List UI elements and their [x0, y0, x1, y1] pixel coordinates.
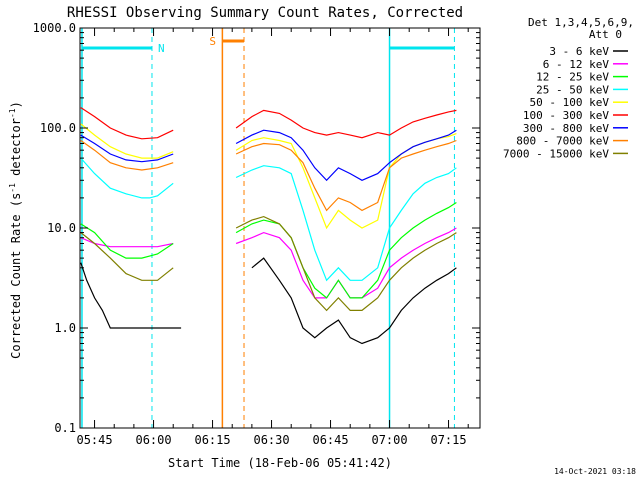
y-axis-label-part: ) [9, 101, 23, 108]
x-tick-label: 07:15 [430, 433, 466, 447]
legend-label-8: 7000 - 15000 keV [503, 147, 609, 160]
series-line-0 [80, 257, 457, 345]
footer-date: 14-Oct-2021 03:18 [554, 467, 636, 476]
chart-title: RHESSI Observing Summary Count Rates, Co… [67, 5, 463, 21]
y-axis-label-part: detector [9, 118, 23, 183]
legend-header-line1: Det 1,3,4,5,6,9, [528, 16, 634, 29]
y-tick-label: 0.1 [54, 421, 76, 435]
y-tick-label: 10.0 [47, 221, 76, 235]
legend-header-line2: Att 0 [589, 28, 622, 41]
legend-label-6: 300 - 800 keV [523, 122, 609, 135]
x-tick-label: 06:30 [253, 433, 289, 447]
legend-label-1: 6 - 12 keV [543, 58, 610, 71]
legend-label-5: 100 - 300 keV [523, 109, 609, 122]
plot-area [80, 28, 480, 428]
y-axis-label-part: Corrected Count Rate (s [9, 193, 23, 359]
saa-label: S [209, 35, 216, 48]
y-tick-label: 100.0 [40, 121, 76, 135]
x-tick-label: 05:45 [76, 433, 112, 447]
legend-label-3: 25 - 50 keV [536, 83, 609, 96]
x-tick-label: 07:00 [371, 433, 407, 447]
x-tick-label: 06:45 [312, 433, 348, 447]
plot-background [80, 28, 480, 428]
legend-label-2: 12 - 25 keV [536, 71, 609, 84]
axes: 1000.0 100.0 10.0 1.0 0.105:45 06:00 06:15 06:3… [33, 21, 481, 447]
x-tick-label: 06:15 [194, 433, 230, 447]
legend-label-7: 800 - 7000 keV [516, 135, 609, 148]
series-line-8 [80, 215, 457, 312]
series-layer [80, 107, 457, 345]
y-axis-label-sup: -1 [8, 183, 17, 193]
series-line-5 [80, 107, 457, 140]
night-label: N [158, 42, 165, 55]
y-tick-label: 1000.0 [33, 21, 76, 35]
legend-label-4: 50 - 100 keV [530, 96, 610, 109]
series-line-6 [80, 129, 457, 182]
legend-label-0: 3 - 6 keV [549, 45, 609, 58]
y-axis-label: Corrected Count Rate (s-1 detector-1) [8, 101, 23, 359]
series-line-3 [80, 157, 457, 282]
x-tick-label: 06:00 [135, 433, 171, 447]
x-axis-label: Start Time (18-Feb-06 05:41:42) [168, 456, 392, 470]
series-line-7 [80, 139, 457, 212]
y-axis-label-sup: -1 [8, 108, 17, 118]
y-tick-label: 1.0 [54, 321, 76, 335]
